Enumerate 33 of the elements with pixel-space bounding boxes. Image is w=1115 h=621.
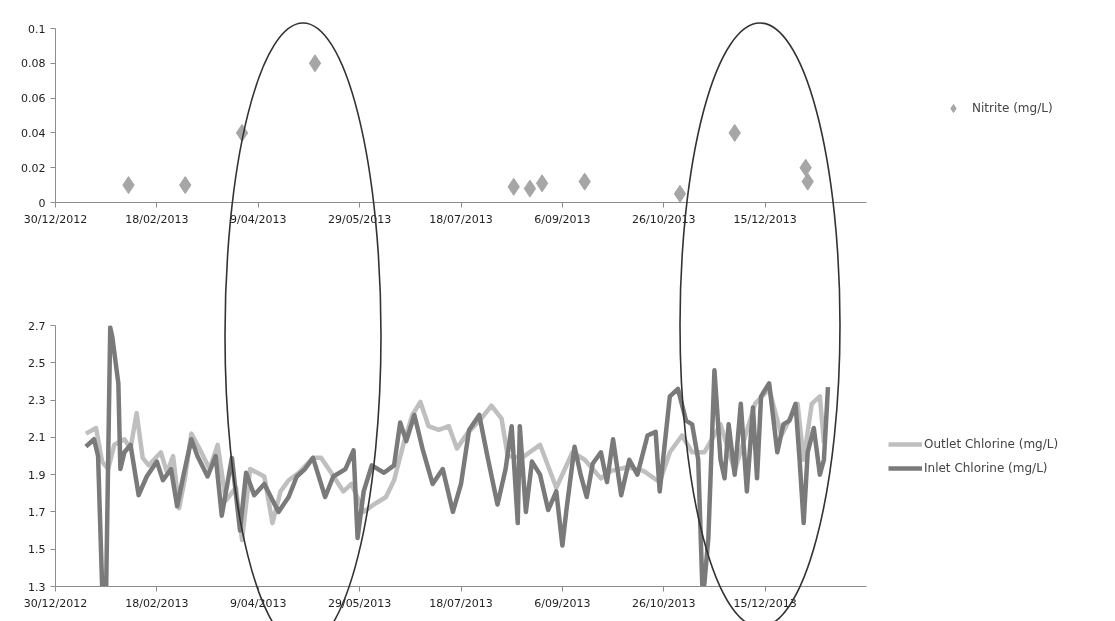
y-tick-label: 0.1 [28, 22, 46, 36]
x-tick-label: 30/12/2012 [23, 596, 88, 610]
x-tick-label: 26/10/2013 [632, 596, 696, 610]
legend-label: Inlet Chlorine (mg/L) [924, 460, 1048, 475]
y-tick-label: 0 [38, 196, 46, 210]
point [308, 54, 322, 73]
y-tick-label: 1.5 [28, 543, 46, 557]
point [523, 179, 537, 198]
y-tick-label: 2.5 [28, 356, 46, 370]
y-tick-label: 0.04 [21, 126, 46, 140]
point [535, 174, 549, 193]
y-tick-label: 0.06 [21, 92, 46, 106]
y-tick-label: 1.7 [28, 505, 46, 519]
x-tick-label: 18/02/2013 [125, 596, 189, 610]
x-tick-label: 30/12/2012 [23, 212, 88, 226]
x-tick-label: 15/12/2013 [733, 212, 797, 226]
legend-label: Nitrite (mg/L) [972, 101, 1053, 115]
y-tick-label: 2.1 [28, 431, 46, 445]
y-tick-label: 1.9 [28, 468, 46, 482]
line-series [83, 325, 831, 587]
point [673, 184, 687, 203]
x-tick-label: 6/09/2013 [534, 596, 591, 610]
y-tick-label: 2.7 [28, 319, 46, 333]
x-tick-label: 9/04/2013 [230, 212, 287, 226]
y-tick-label: 1.3 [28, 580, 46, 594]
legend-label: Outlet Chlorine (mg/L) [924, 436, 1059, 451]
y-tick-label: 2.3 [28, 394, 46, 408]
y-tick-label: 0.08 [21, 57, 46, 71]
x-tick-label: 18/07/2013 [429, 212, 493, 226]
x-tick-label: 6/09/2013 [534, 212, 591, 226]
y-tick-label: 0.02 [21, 161, 46, 175]
x-tick-label: 18/02/2013 [125, 212, 189, 226]
x-tick-label: 18/07/2013 [429, 596, 493, 610]
